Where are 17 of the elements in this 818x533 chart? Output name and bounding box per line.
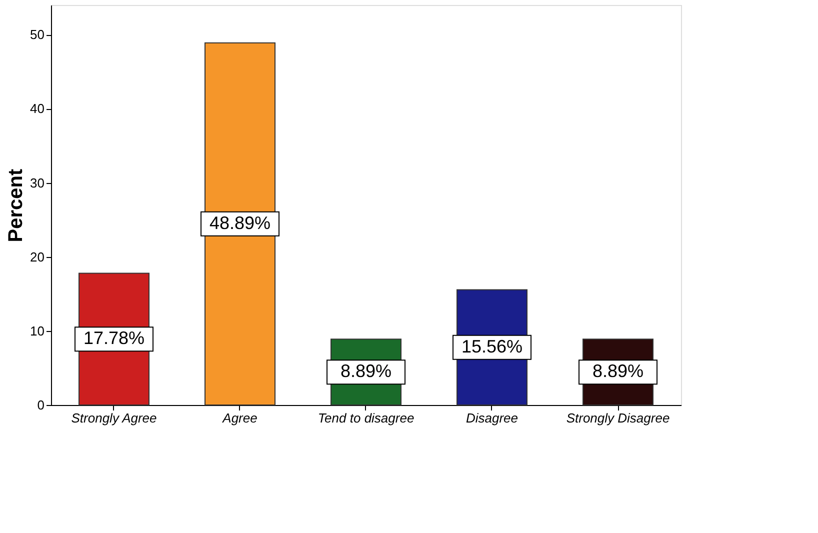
y-tick-label: 20 [30,249,44,264]
x-tick-label: Tend to disagree [318,410,414,426]
y-tick-label: 40 [30,101,44,116]
y-axis-title: Percent [5,168,28,242]
data-label: 8.89% [340,361,392,382]
y-tick-label: 30 [30,175,44,190]
y-tick-label: 0 [37,398,44,412]
data-label: 8.89% [592,361,644,382]
x-tick-label: Strongly Disagree [566,410,670,426]
y-tick-label: 10 [30,323,44,338]
data-label: 48.89% [209,212,271,233]
data-label: 17.78% [83,328,145,348]
y-tick-label: 50 [30,27,44,42]
x-tick-label: Strongly Agree [71,410,157,426]
data-label: 15.56% [461,336,523,356]
x-tick-label: Agree [222,410,258,426]
x-tick-label: Disagree [466,410,518,426]
